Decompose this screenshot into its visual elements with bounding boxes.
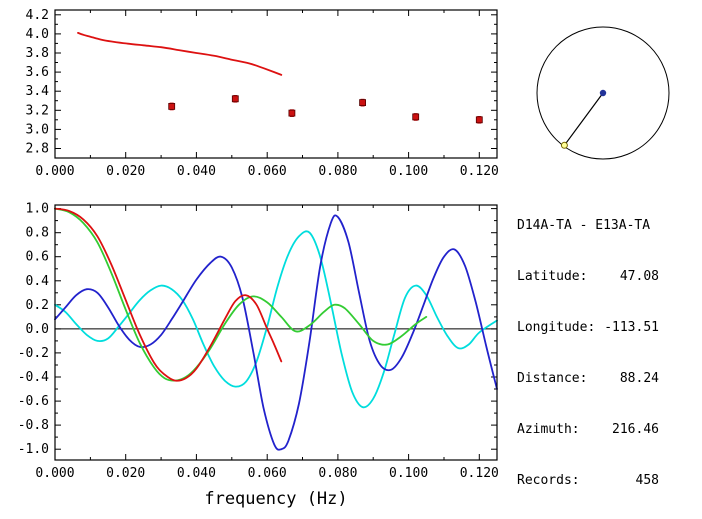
- y-tick-label: -1.0: [18, 442, 49, 457]
- y-tick-label: -0.2: [18, 346, 49, 361]
- station-pair-title: D14A-TA - E13A-TA: [517, 218, 651, 233]
- spectra-panel-group: 0.000 0.020 0.040 0.060 0.080 0.100 0.120 -1.0 -…: [18, 202, 499, 509]
- x-tick-label: 0.000: [35, 466, 74, 481]
- velocity-measurement-point: [412, 113, 420, 121]
- records-label: Records:: [517, 473, 580, 488]
- x-tick-label: 0.120: [460, 164, 499, 179]
- records-value: 458: [635, 473, 659, 488]
- longitude-label: Longitude:: [517, 320, 596, 335]
- y-tick-label: -0.4: [18, 370, 49, 385]
- x-tick-label: 0.020: [106, 466, 145, 481]
- y-tick-label: 3.4: [26, 84, 50, 99]
- y-tick-label: 3.6: [26, 65, 49, 80]
- y-tick-label: 0.8: [26, 226, 49, 241]
- longitude-value: -113.51: [604, 320, 659, 335]
- x-tick-label: 0.080: [318, 466, 357, 481]
- x-tick-label: 0.120: [460, 466, 499, 481]
- plot-frame: [54, 9, 498, 159]
- y-tick-label: 3.0: [26, 122, 49, 137]
- distance-value: 88.24: [619, 371, 659, 386]
- info-row-latitude: Latitude: 47.08: [517, 268, 667, 285]
- velocity-measurement-point: [288, 109, 296, 117]
- remote-station-marker: [560, 141, 568, 149]
- plot-frame: [54, 204, 498, 461]
- cyan-series: [54, 230, 498, 409]
- azimuth-label: Azimuth:: [517, 422, 580, 437]
- x-tick-label: 0.100: [389, 466, 428, 481]
- y-tick-label: 0.6: [26, 250, 49, 265]
- y-tick-label: 3.8: [26, 46, 49, 61]
- x-tick-label: 0.060: [248, 466, 287, 481]
- velocity-measurement-point: [359, 99, 367, 106]
- distance-label: Distance:: [517, 371, 588, 386]
- x-tick-label: 0.040: [177, 164, 216, 179]
- info-row-azimuth: Azimuth: 216.46: [517, 421, 667, 438]
- latitude-label: Latitude:: [517, 269, 588, 284]
- x-tick-label: 0.040: [177, 466, 216, 481]
- x-tick-label: 0.060: [248, 164, 287, 179]
- y-tick-label: 0.2: [26, 298, 49, 313]
- y-tick-label: 3.2: [26, 103, 49, 118]
- y-tick-label: 4.2: [26, 8, 49, 23]
- green-series: [54, 207, 428, 382]
- velocity-measurement-point: [231, 95, 239, 103]
- y-tick-label: 0.4: [26, 274, 50, 289]
- dispersion-chart: 0.000 0.020 0.040 0.060 0.080 0.100 0.120 2.8 3.…: [26, 8, 499, 179]
- station-pair-info: D14A-TA - E13A-TA Latitude: 47.08 Longit…: [517, 183, 667, 519]
- red-series: [54, 207, 283, 382]
- azimuth-circle-map: [536, 26, 670, 160]
- y-tick-label: 4.0: [26, 27, 49, 42]
- x-tick-label: 0.000: [35, 164, 74, 179]
- x-tick-label: 0.020: [106, 164, 145, 179]
- y-tick-label: 0.0: [26, 322, 49, 337]
- x-tick-label: 0.100: [389, 164, 428, 179]
- x-tick-label: 0.080: [318, 164, 357, 179]
- dispersion-panel-group: 0.000 0.020 0.040 0.060 0.080 0.100 0.120 2.8 3.…: [26, 8, 499, 179]
- azimuth-line: [563, 92, 604, 146]
- y-tick-label: -0.8: [18, 418, 49, 433]
- velocity-measurement-point: [475, 116, 483, 124]
- blue-series: [54, 214, 498, 451]
- info-row-distance: Distance: 88.24: [517, 370, 667, 387]
- y-tick-label: -0.6: [18, 394, 49, 409]
- info-row-records: Records: 458: [517, 472, 667, 489]
- center-station-dot: [599, 89, 607, 97]
- y-tick-label: 1.0: [26, 202, 49, 217]
- spectra-chart: 0.000 0.020 0.040 0.060 0.080 0.100 0.120 -1.0 -…: [18, 202, 499, 509]
- azimuth-value: 216.46: [612, 422, 659, 437]
- great-circle: [536, 26, 670, 160]
- velocity-measurement-point: [168, 103, 176, 110]
- y-tick-label: 2.8: [26, 142, 49, 157]
- x-axis-title: frequency (Hz): [204, 489, 347, 509]
- info-row-longitude: Longitude: -113.51: [517, 319, 667, 336]
- red-dispersion-curve: [77, 32, 283, 76]
- latitude-value: 47.08: [619, 269, 659, 284]
